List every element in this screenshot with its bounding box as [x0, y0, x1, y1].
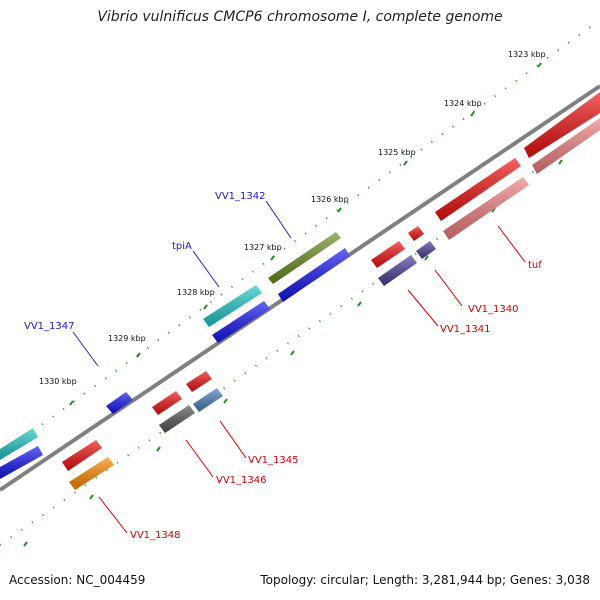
gene-vv1-1342-top[interactable] [268, 232, 341, 284]
gene-blue-top-1[interactable] [278, 248, 350, 302]
gene-blue-left[interactable] [0, 446, 43, 479]
gene-label-vv1-1342: VV1_1342 [215, 191, 266, 202]
gene-label-vv1-1347: VV1_1347 [24, 321, 75, 332]
outer-tick-track [0, 19, 600, 456]
tick-label: 1325 kbp [378, 148, 416, 157]
accession-text: Accession: NC_004459 [9, 573, 146, 587]
gene-pink-bottom[interactable] [443, 177, 529, 240]
tick-label: 1324 kbp [444, 99, 482, 108]
map-title: Vibrio vulnificus CMCP6 chromosome I, co… [97, 9, 503, 25]
gene-label-vv1-1348: VV1_1348 [130, 530, 181, 541]
gene-label-vv1-1341: VV1_1341 [440, 324, 491, 335]
gene-label-tpia: tpiA [172, 241, 192, 252]
tick-label: 1326 kbp [311, 195, 349, 204]
tick-label: 1328 kbp [177, 288, 215, 297]
gene-vv1-1345[interactable] [186, 371, 223, 412]
gene-label-vv1-1340: VV1_1340 [468, 304, 519, 315]
gene-red-top-right-1[interactable] [524, 92, 600, 158]
gene-vv1-1340[interactable] [408, 226, 436, 259]
inner-major-ticks [23, 159, 563, 547]
gene-blue-top-2[interactable] [212, 301, 270, 343]
gene-tuf[interactable] [435, 158, 521, 221]
gene-label-tuf: tuf [528, 260, 542, 271]
gene-tpia[interactable] [203, 285, 262, 327]
leader-lines [72, 200, 526, 534]
tick-label: 1330 kbp [39, 377, 77, 386]
gene-pink-top-right[interactable] [532, 118, 600, 174]
gene-vv1-1341[interactable] [371, 241, 417, 286]
tick-label: 1327 kbp [244, 243, 282, 252]
summary-text: Topology: circular; Length: 3,281,944 bp… [260, 573, 590, 587]
gene-label-vv1-1345: VV1_1345 [248, 455, 299, 466]
gene-cyan-left[interactable] [0, 428, 38, 460]
tick-label: 1329 kbp [108, 334, 146, 343]
outer-major-ticks [69, 62, 542, 406]
tick-label: 1323 kbp [508, 50, 546, 59]
gene-vv1-1347[interactable] [106, 392, 133, 414]
gene-label-vv1-1346: VV1_1346 [216, 475, 267, 486]
gene-vv1-1346[interactable] [152, 391, 195, 433]
gene-vv1-1348[interactable] [62, 440, 114, 490]
